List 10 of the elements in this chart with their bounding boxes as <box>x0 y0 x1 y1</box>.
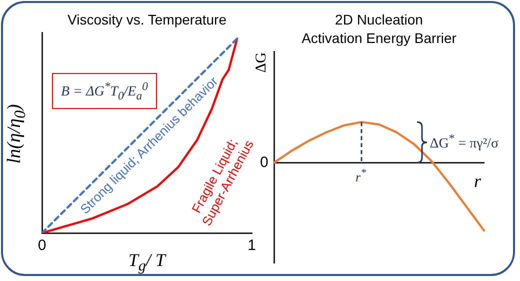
chart-title: Viscosity vs. Temperature <box>68 11 227 28</box>
x-tick-label: 1 <box>248 237 256 254</box>
x-axis-title: r <box>474 170 482 192</box>
y-axis-title: ΔG <box>254 52 271 72</box>
annotation: ΔG$^{*}$ = πγ²/σ <box>430 132 498 154</box>
chart-title: 2D Nucleation <box>335 11 423 28</box>
x-axis-title: T$_{g}$/ T <box>127 250 168 276</box>
chart-subtitle: Activation Energy Barrier <box>302 30 457 46</box>
text: 0 <box>260 154 268 171</box>
annotation: r$^{*}$ <box>356 166 366 186</box>
